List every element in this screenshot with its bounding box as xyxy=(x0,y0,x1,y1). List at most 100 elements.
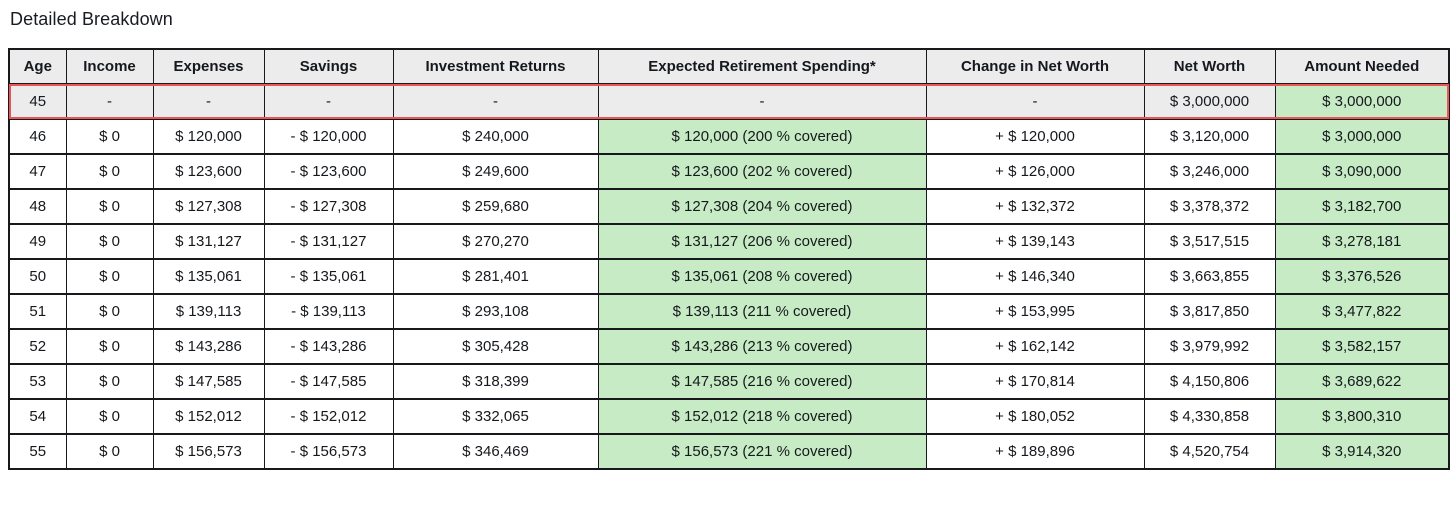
age-cell: 48 xyxy=(8,188,67,225)
table-row-age-47: 47 $ 0 $ 123,600- $ 123,600 $ 249,600 $ 123,… xyxy=(8,153,1450,190)
investment_returns-cell: $ 346,469 xyxy=(392,433,599,470)
net_worth-cell: $ 3,817,850 xyxy=(1143,293,1276,330)
expected_retirement_spending-cell: $ 135,061 (208 % covered) xyxy=(597,258,927,295)
expected_retirement_spending-cell: $ 131,127 (206 % covered) xyxy=(597,223,927,260)
change_in_net_worth-cell: + $ 162,142 xyxy=(925,328,1145,365)
income-cell: $ 0 xyxy=(65,293,154,330)
expenses-cell: $ 147,585 xyxy=(152,363,265,400)
investment_returns-cell: $ 281,401 xyxy=(392,258,599,295)
change_in_net_worth-cell: + $ 132,372 xyxy=(925,188,1145,225)
income-cell: $ 0 xyxy=(65,328,154,365)
table-row-age-45: 45- - - - - - $ 3,000,000 $ 3,000,000 xyxy=(8,83,1450,120)
table-row-age-52: 52 $ 0 $ 143,286- $ 143,286 $ 305,428 $ 143,… xyxy=(8,328,1450,365)
amount_needed-cell: $ 3,000,000 xyxy=(1274,83,1450,120)
expenses-cell: $ 152,012 xyxy=(152,398,265,435)
age-cell: 54 xyxy=(8,398,67,435)
age-cell: 47 xyxy=(8,153,67,190)
investment_returns-cell: - xyxy=(392,83,599,120)
net_worth-cell: $ 3,979,992 xyxy=(1143,328,1276,365)
amount_needed-cell: $ 3,582,157 xyxy=(1274,328,1450,365)
column-header-change_in_net_worth: Change in Net Worth xyxy=(925,48,1145,85)
amount_needed-cell: $ 3,477,822 xyxy=(1274,293,1450,330)
amount_needed-cell: $ 3,278,181 xyxy=(1274,223,1450,260)
table-row-age-48: 48 $ 0 $ 127,308- $ 127,308 $ 259,680 $ 127,… xyxy=(8,188,1450,225)
amount_needed-cell: $ 3,090,000 xyxy=(1274,153,1450,190)
amount_needed-cell: $ 3,000,000 xyxy=(1274,118,1450,155)
net_worth-cell: $ 3,517,515 xyxy=(1143,223,1276,260)
column-header-savings: Savings xyxy=(263,48,394,85)
column-header-investment_returns: Investment Returns xyxy=(392,48,599,85)
expenses-cell: $ 143,286 xyxy=(152,328,265,365)
change_in_net_worth-cell: + $ 189,896 xyxy=(925,433,1145,470)
column-header-net_worth: Net Worth xyxy=(1143,48,1276,85)
expenses-cell: $ 123,600 xyxy=(152,153,265,190)
amount_needed-cell: $ 3,800,310 xyxy=(1274,398,1450,435)
savings-cell: - $ 127,308 xyxy=(263,188,394,225)
expected_retirement_spending-cell: $ 143,286 (213 % covered) xyxy=(597,328,927,365)
age-cell: 51 xyxy=(8,293,67,330)
expected_retirement_spending-cell: $ 152,012 (218 % covered) xyxy=(597,398,927,435)
investment_returns-cell: $ 318,399 xyxy=(392,363,599,400)
expenses-cell: $ 127,308 xyxy=(152,188,265,225)
income-cell: $ 0 xyxy=(65,118,154,155)
column-header-income: Income xyxy=(65,48,154,85)
investment_returns-cell: $ 293,108 xyxy=(392,293,599,330)
page-title: Detailed Breakdown xyxy=(10,9,173,29)
savings-cell: - $ 156,573 xyxy=(263,433,394,470)
age-cell: 52 xyxy=(8,328,67,365)
expected_retirement_spending-cell: $ 120,000 (200 % covered) xyxy=(597,118,927,155)
savings-cell: - $ 143,286 xyxy=(263,328,394,365)
savings-cell: - $ 135,061 xyxy=(263,258,394,295)
income-cell: $ 0 xyxy=(65,188,154,225)
column-header-age: Age xyxy=(8,48,67,85)
column-header-expenses: Expenses xyxy=(152,48,265,85)
expenses-cell: - xyxy=(152,83,265,120)
change_in_net_worth-cell: + $ 146,340 xyxy=(925,258,1145,295)
change_in_net_worth-cell: + $ 170,814 xyxy=(925,363,1145,400)
income-cell: $ 0 xyxy=(65,223,154,260)
investment_returns-cell: $ 332,065 xyxy=(392,398,599,435)
savings-cell: - $ 120,000 xyxy=(263,118,394,155)
age-cell: 45 xyxy=(8,83,67,120)
change_in_net_worth-cell: + $ 180,052 xyxy=(925,398,1145,435)
expected_retirement_spending-cell: $ 127,308 (204 % covered) xyxy=(597,188,927,225)
income-cell: $ 0 xyxy=(65,153,154,190)
table-row-age-50: 50 $ 0 $ 135,061- $ 135,061 $ 281,401 $ 135,… xyxy=(8,258,1450,295)
savings-cell: - $ 147,585 xyxy=(263,363,394,400)
amount_needed-cell: $ 3,376,526 xyxy=(1274,258,1450,295)
table-row-age-53: 53 $ 0 $ 147,585- $ 147,585 $ 318,399 $ 147,… xyxy=(8,363,1450,400)
change_in_net_worth-cell: - xyxy=(925,83,1145,120)
table-header-row: Age Income Expenses Savings Investment Retur… xyxy=(8,48,1450,85)
expected_retirement_spending-cell: $ 123,600 (202 % covered) xyxy=(597,153,927,190)
savings-cell: - $ 152,012 xyxy=(263,398,394,435)
column-header-expected_retirement_spending: Expected Retirement Spending* xyxy=(597,48,927,85)
net_worth-cell: $ 4,520,754 xyxy=(1143,433,1276,470)
expenses-cell: $ 139,113 xyxy=(152,293,265,330)
expected_retirement_spending-cell: - xyxy=(597,83,927,120)
change_in_net_worth-cell: + $ 139,143 xyxy=(925,223,1145,260)
expenses-cell: $ 156,573 xyxy=(152,433,265,470)
savings-cell: - $ 131,127 xyxy=(263,223,394,260)
net_worth-cell: $ 3,663,855 xyxy=(1143,258,1276,295)
age-cell: 49 xyxy=(8,223,67,260)
investment_returns-cell: $ 305,428 xyxy=(392,328,599,365)
investment_returns-cell: $ 259,680 xyxy=(392,188,599,225)
net_worth-cell: $ 4,150,806 xyxy=(1143,363,1276,400)
amount_needed-cell: $ 3,689,622 xyxy=(1274,363,1450,400)
net_worth-cell: $ 3,246,000 xyxy=(1143,153,1276,190)
table-row-age-54: 54 $ 0 $ 152,012- $ 152,012 $ 332,065 $ 152,… xyxy=(8,398,1450,435)
age-cell: 53 xyxy=(8,363,67,400)
savings-cell: - $ 123,600 xyxy=(263,153,394,190)
table-row-age-55: 55 $ 0 $ 156,573- $ 156,573 $ 346,469 $ 156,… xyxy=(8,433,1450,470)
age-cell: 50 xyxy=(8,258,67,295)
investment_returns-cell: $ 240,000 xyxy=(392,118,599,155)
amount_needed-cell: $ 3,914,320 xyxy=(1274,433,1450,470)
expenses-cell: $ 135,061 xyxy=(152,258,265,295)
expenses-cell: $ 120,000 xyxy=(152,118,265,155)
table-header: Age Income Expenses Savings Investment Retur… xyxy=(8,48,1450,85)
investment_returns-cell: $ 270,270 xyxy=(392,223,599,260)
income-cell: - xyxy=(65,83,154,120)
income-cell: $ 0 xyxy=(65,433,154,470)
column-header-amount_needed: Amount Needed xyxy=(1274,48,1450,85)
amount_needed-cell: $ 3,182,700 xyxy=(1274,188,1450,225)
